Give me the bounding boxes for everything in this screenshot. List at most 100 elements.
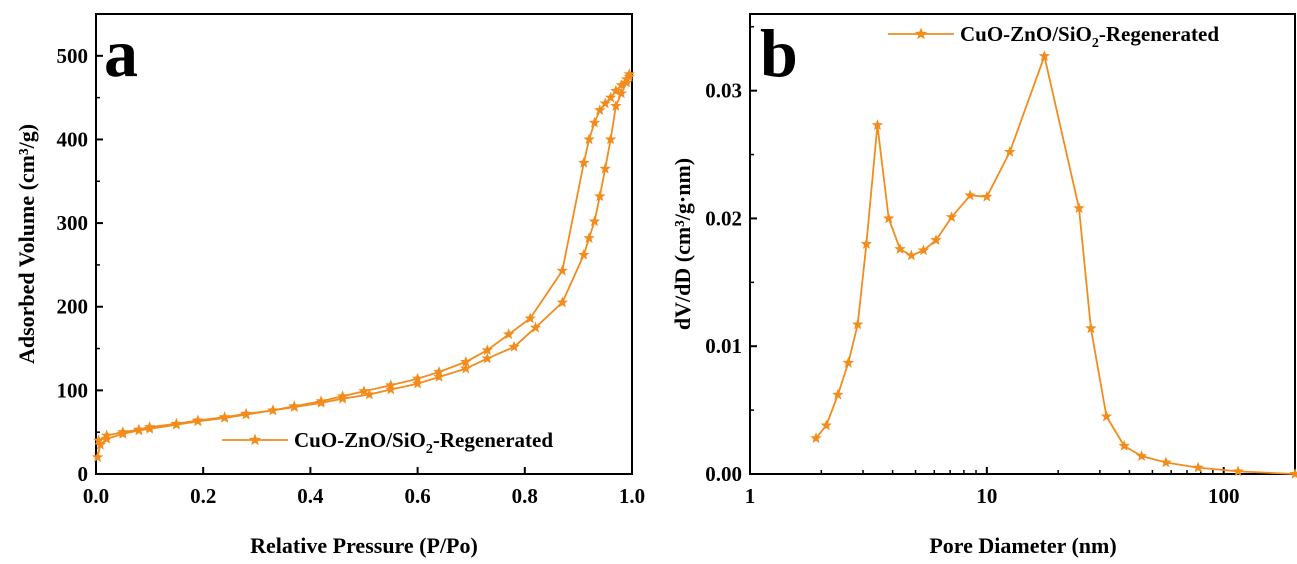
panel-a-y-tick-label: 500 — [57, 44, 89, 68]
panel-a-x-tick-label: 0.2 — [190, 484, 216, 508]
panel-a-adsorption-point — [101, 432, 113, 444]
panel-b-y-tick-label: 0.02 — [705, 206, 742, 230]
panel-b-legend: CuO-ZnO/SiO2-Regenerated — [888, 22, 1219, 51]
panel-b: b Pore Diameter (nm) dV/dD (cm³/g·nm) Cu… — [670, 13, 1297, 558]
panel-a-y-tick-label: 400 — [57, 127, 89, 151]
panel-a-desorption-point — [524, 312, 536, 324]
panel-a-y-tick-label: 100 — [57, 378, 89, 402]
panel-a-adsorption-point — [385, 383, 397, 395]
panel-b-distribution-point — [842, 356, 854, 368]
panel-b-legend-label: CuO-ZnO/SiO2-Regenerated — [960, 22, 1219, 51]
panel-a-adsorption-point — [604, 133, 617, 145]
panel-b-legend-star — [914, 27, 928, 40]
panel-b-label: b — [760, 15, 798, 91]
panel-a-adsorption-point — [508, 340, 520, 352]
panel-a-x-tick-label: 0.6 — [404, 484, 430, 508]
panel-a-desorption-point — [460, 355, 472, 367]
panel-a: a Relative Pressure (P/Po) Adsorbed Volu… — [14, 13, 645, 558]
panel-b-distribution-point — [871, 119, 884, 130]
panel-b-y-tick-label: 0.01 — [705, 334, 742, 358]
panel-a-x-tick-label: 0.0 — [83, 484, 109, 508]
panel-b-distribution-point — [1085, 322, 1097, 334]
panel-b-distribution-point — [945, 211, 958, 222]
panel-a-desorption-point — [578, 156, 590, 168]
panel-a-desorption-point — [358, 385, 370, 397]
panel-a-legend-label: CuO-ZnO/SiO2-Regenerated — [294, 428, 553, 457]
panel-b-distribution-point — [860, 238, 873, 249]
panel-b-distribution-point — [820, 419, 832, 431]
panel-a-desorption-point — [315, 395, 327, 407]
panel-a-plot-frame — [95, 13, 633, 475]
panel-b-distribution-point — [1038, 50, 1051, 61]
panel-a-desorption-point — [192, 414, 204, 426]
panel-a-desorption-point — [623, 68, 635, 80]
panel-b-plot-frame — [749, 13, 1296, 475]
panel-b-distribution-point — [964, 189, 976, 201]
panel-a-x-tick-label: 0.4 — [297, 484, 324, 508]
panel-b-distribution-point — [810, 432, 822, 444]
panel-b-x-tick-label: 1 — [745, 484, 756, 508]
panel-a-desorption-point — [503, 328, 515, 340]
panel-a-x-axis-title: Relative Pressure (P/Po) — [250, 533, 478, 558]
panel-b-distribution-point — [1160, 456, 1172, 468]
panel-a-y-tick-label: 0 — [78, 462, 89, 486]
panel-b-y-tick-label: 0.00 — [705, 462, 742, 486]
panel-a-adsorption-point — [599, 162, 611, 174]
panel-a-desorption-point — [143, 421, 156, 432]
panel-b-distribution-point — [930, 234, 942, 245]
panel-b-x-tick-label: 10 — [976, 484, 997, 508]
panel-b-x-axis-title: Pore Diameter (nm) — [929, 533, 1116, 558]
panel-b-distribution-point — [894, 243, 906, 254]
panel-b-distribution-point — [1232, 465, 1244, 477]
panel-a-desorption-point — [433, 366, 445, 377]
panel-b-distribution-point — [1192, 461, 1204, 473]
panel-a-desorption-point — [411, 372, 424, 384]
panel-b-distribution-point — [852, 318, 864, 330]
panel-a-adsorption-point — [91, 451, 104, 463]
panel-a-desorption-point — [101, 429, 113, 441]
panel-b-distribution-point — [1004, 146, 1016, 157]
panel-a-desorption-point — [336, 390, 349, 402]
panel-b-series-distribution-line — [815, 55, 1296, 475]
panel-a-desorption-point — [604, 91, 617, 103]
panel-a-desorption-point — [117, 426, 129, 437]
panel-a-adsorption-point — [481, 352, 493, 364]
panel-a-adsorption-point — [588, 215, 601, 227]
panel-a-y-tick-label: 200 — [57, 295, 89, 319]
panel-b-distribution-point — [883, 212, 895, 224]
panel-a-series-adsorption-line — [96, 76, 631, 458]
panel-a-adsorption-point — [594, 190, 606, 202]
panel-b-x-tick-label: 100 — [1208, 484, 1240, 508]
panel-a-desorption-point — [170, 417, 183, 429]
panel-a-adsorption-point — [529, 321, 542, 333]
panel-a-desorption-point — [588, 116, 601, 128]
panel-a-desorption-point — [288, 400, 300, 412]
panel-a-desorption-point — [599, 97, 611, 109]
panel-b-distribution-point — [1135, 450, 1148, 461]
panel-b-y-tick-label: 0.03 — [705, 79, 742, 103]
panel-b-distribution-point — [981, 190, 993, 202]
panel-a-adsorption-point — [556, 296, 568, 308]
panel-a-desorption-point — [610, 84, 622, 96]
panel-b-distribution-point — [1100, 410, 1113, 422]
panel-a-y-tick-label: 300 — [57, 211, 89, 235]
panel-a-adsorption-point — [460, 362, 472, 374]
panel-a-desorption-point — [583, 133, 595, 145]
panel-b-distribution-point — [917, 244, 930, 256]
panel-a-desorption-point — [385, 379, 397, 391]
panel-b-y-axis-title: dV/dD (cm³/g·nm) — [670, 158, 695, 330]
panel-a-desorption-point — [615, 79, 627, 90]
panel-a-x-tick-label: 0.8 — [512, 484, 538, 508]
panel-a-label: a — [104, 15, 138, 91]
panel-a-desorption-point — [594, 104, 606, 115]
panel-a-y-axis-title: Adsorbed Volume (cm³/g) — [14, 124, 39, 364]
panel-a-adsorption-point — [583, 232, 595, 243]
panel-a-adsorption-point — [363, 388, 376, 400]
panel-a-adsorption-point — [433, 371, 445, 382]
panel-a-legend: CuO-ZnO/SiO2-Regenerated — [222, 428, 553, 457]
panel-b-distribution-point — [832, 388, 844, 400]
panel-b-distribution-point — [1289, 468, 1297, 479]
panel-b-distribution-point — [1118, 439, 1130, 451]
panel-a-x-tick-label: 1.0 — [619, 484, 645, 508]
